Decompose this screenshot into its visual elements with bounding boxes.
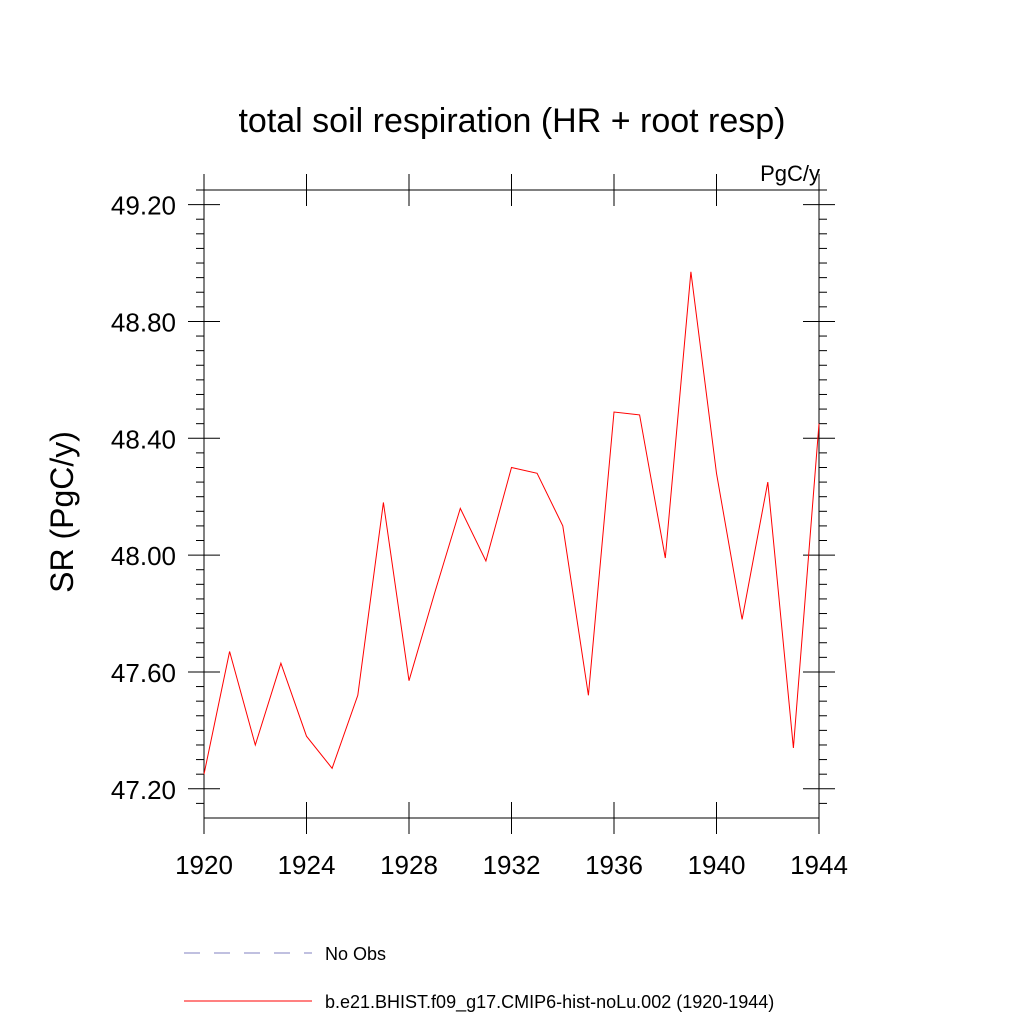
y-tick-label: 47.20 (111, 775, 176, 805)
series-line-1 (203, 271, 820, 775)
units-label: PgC/y (760, 161, 820, 186)
x-tick-label: 1920 (175, 850, 233, 880)
x-axis-ticks: 1920 1924 1928 1932 1936 1940 1944 (175, 174, 848, 880)
x-tick-label: 1928 (380, 850, 438, 880)
y-axis-ticks: 47.20 47.60 48.00 48.40 48.80 49.20 (111, 189, 835, 805)
x-tick-label: 1924 (278, 850, 336, 880)
y-tick-label: 48.00 (111, 541, 176, 571)
legend-label-0: No Obs (325, 944, 386, 964)
y-axis-label: SR (PgC/y) (44, 431, 80, 593)
y-tick-label: 47.60 (111, 658, 176, 688)
y-tick-label: 49.20 (111, 191, 176, 221)
plot-frame (203, 189, 820, 819)
series-layer (203, 271, 820, 775)
y-tick-label: 48.80 (111, 307, 176, 337)
legend: No Obs b.e21.BHIST.f09_g17.CMIP6-hist-no… (184, 944, 774, 1013)
x-tick-label: 1940 (688, 850, 746, 880)
chart-title: total soil respiration (HR + root resp) (238, 102, 785, 140)
x-tick-label: 1932 (483, 850, 541, 880)
x-tick-label: 1944 (790, 850, 848, 880)
legend-label-1: b.e21.BHIST.f09_g17.CMIP6-hist-noLu.002 … (325, 992, 774, 1013)
x-tick-label: 1936 (585, 850, 643, 880)
y-tick-label: 48.40 (111, 424, 176, 454)
